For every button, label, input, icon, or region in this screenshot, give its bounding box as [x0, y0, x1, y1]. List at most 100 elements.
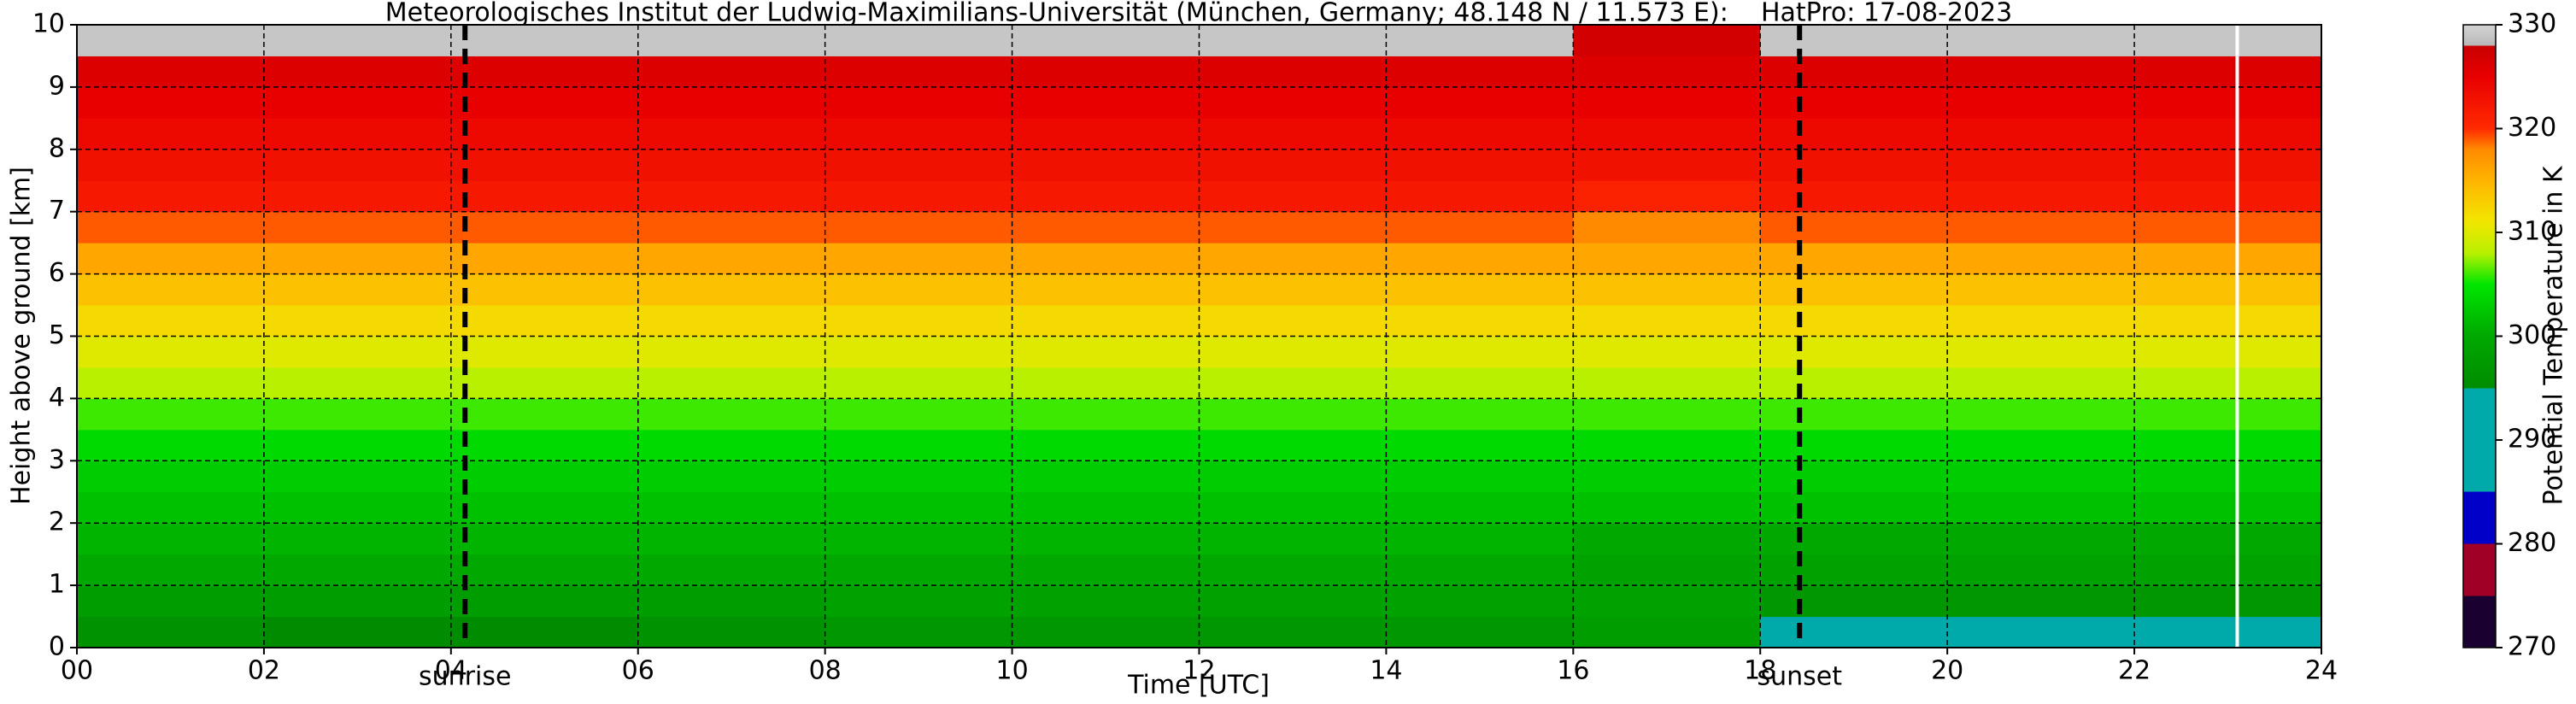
heat-cell	[1012, 398, 1200, 431]
heat-cell	[77, 585, 265, 618]
heat-cell	[1199, 398, 1387, 431]
heat-cell	[263, 25, 452, 56]
x-tick-label: 24	[2305, 656, 2338, 686]
heat-cell	[1573, 523, 1761, 555]
heat-cell	[2134, 398, 2322, 431]
heat-cell	[77, 305, 265, 337]
heat-cell	[77, 243, 265, 275]
heat-cell	[1760, 367, 1948, 399]
heat-cell	[1760, 243, 1948, 275]
heat-cell	[263, 305, 452, 337]
heat-cell	[450, 367, 639, 399]
heat-cell	[1012, 554, 1200, 586]
heat-cell	[1012, 461, 1200, 493]
heat-cell	[637, 149, 826, 181]
heat-cell	[824, 523, 1013, 555]
heat-cell	[1012, 585, 1200, 618]
heat-cell	[77, 273, 265, 306]
heat-cell	[450, 398, 639, 431]
heat-cell	[450, 491, 639, 524]
heat-cell	[824, 336, 1013, 368]
x-tick-label: 12	[1182, 656, 1215, 686]
heat-cell	[450, 25, 639, 56]
y-tick-label: 6	[49, 258, 65, 288]
heat-cell	[637, 554, 826, 586]
heat-cell	[1573, 86, 1761, 119]
heat-cell	[2134, 86, 2322, 119]
heat-cell	[1573, 398, 1761, 431]
heat-cell	[450, 523, 639, 555]
heat-cell	[1386, 398, 1574, 431]
heat-cell	[77, 554, 265, 586]
heat-cell	[2134, 118, 2322, 150]
heat-cell	[1012, 523, 1200, 555]
heat-cell	[263, 367, 452, 399]
heat-cell	[1947, 211, 2135, 243]
heat-cell	[824, 616, 1013, 648]
y-tick-label: 8	[49, 133, 65, 163]
heat-cell	[1760, 585, 1948, 618]
colorbar	[2462, 24, 2497, 648]
x-axis-label: Time [UTC]	[1127, 671, 1270, 701]
heat-cell	[450, 211, 639, 243]
heat-cell	[824, 211, 1013, 243]
heat-cell	[1386, 25, 1574, 56]
heat-cell	[1760, 616, 1948, 648]
heat-cell	[637, 25, 826, 56]
heat-cell	[450, 554, 639, 586]
heat-cell	[1012, 616, 1200, 648]
heat-cell	[1012, 86, 1200, 119]
heat-cell	[1199, 25, 1387, 56]
colorbar-label: Potential Temperature in K	[2539, 165, 2569, 505]
heat-cell	[263, 211, 452, 243]
heat-cell	[263, 56, 452, 88]
heat-cell	[637, 243, 826, 275]
heat-cell	[824, 554, 1013, 586]
heat-cell	[1012, 429, 1200, 461]
heat-cell	[263, 273, 452, 306]
heat-cell	[1573, 25, 1761, 56]
heat-cell	[1573, 616, 1761, 648]
heat-cell	[1386, 149, 1574, 181]
heat-cell	[1760, 25, 1948, 56]
heat-cell	[450, 273, 639, 306]
heat-cell	[1199, 616, 1387, 648]
chart-title: Meteorologisches Institut der Ludwig-Max…	[385, 0, 2013, 28]
heat-cell	[2134, 523, 2322, 555]
heat-cell	[1199, 118, 1387, 150]
heat-cell	[2134, 336, 2322, 368]
heat-cell	[2134, 491, 2322, 524]
x-tick-label: 02	[248, 656, 280, 686]
heat-cell	[1386, 118, 1574, 150]
heat-cell	[824, 180, 1013, 213]
heat-cell	[1199, 491, 1387, 524]
heat-cell	[1199, 149, 1387, 181]
heat-cell	[263, 523, 452, 555]
heat-cell	[263, 180, 452, 213]
heat-cell	[2134, 305, 2322, 337]
heat-cell	[1386, 429, 1574, 461]
heat-cell	[1199, 523, 1387, 555]
heat-cell	[1199, 211, 1387, 243]
colorbar-tick-label: 280	[2508, 528, 2556, 558]
x-tick-label: 16	[1557, 656, 1589, 686]
heat-cell	[824, 149, 1013, 181]
colorbar-tick-label: 270	[2508, 632, 2556, 662]
heat-cell	[1012, 243, 1200, 275]
heat-cell	[1760, 149, 1948, 181]
x-tick-label: 06	[622, 656, 654, 686]
heat-cell	[824, 305, 1013, 337]
x-tick-label: 14	[1370, 656, 1402, 686]
y-tick-label: 5	[49, 320, 65, 350]
heat-cell	[1199, 180, 1387, 213]
heat-cell	[824, 429, 1013, 461]
heat-cell	[1199, 336, 1387, 368]
heat-cell	[637, 273, 826, 306]
heat-cell	[263, 554, 452, 586]
heat-cell	[450, 180, 639, 213]
heat-cell	[1760, 180, 1948, 213]
heat-cell	[450, 585, 639, 618]
colorbar-tick-label: 310	[2508, 217, 2556, 247]
heat-cell	[637, 429, 826, 461]
heat-cell	[1947, 149, 2135, 181]
